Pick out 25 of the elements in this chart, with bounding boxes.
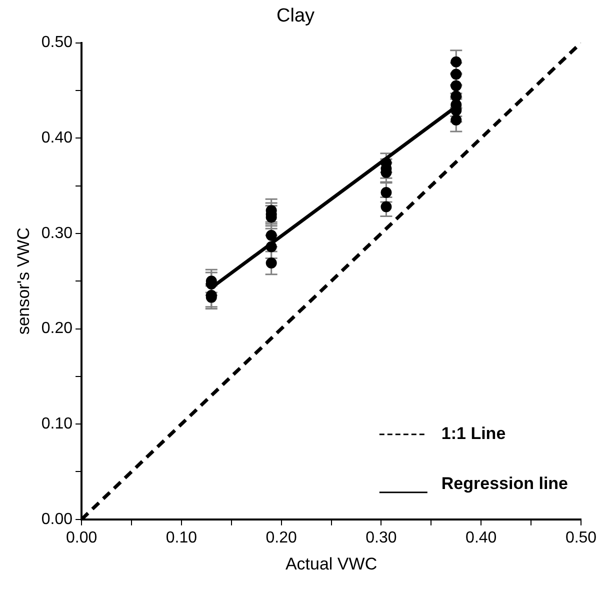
x-tick-label: 0.40: [466, 529, 497, 546]
point: [450, 80, 462, 92]
y-axis-title: sensor's VWC: [14, 228, 33, 335]
x-tick-label: 0.00: [66, 529, 98, 546]
y-tick-label: 0.30: [41, 224, 73, 242]
y-tick-label: 0.50: [41, 34, 73, 52]
y-tick-label: 0.10: [41, 415, 73, 432]
x-axis-title: Actual VWC: [285, 554, 378, 574]
legend-label: 1:1 Line: [441, 424, 506, 444]
chart-title: Clay: [276, 6, 315, 27]
legend-label: Regression line: [441, 474, 568, 494]
point: [266, 230, 277, 241]
y-tick-label: 0.00: [41, 510, 73, 528]
x-tick-label: 0.50: [565, 529, 597, 546]
point: [450, 114, 462, 126]
point: [450, 68, 462, 80]
point: [266, 241, 277, 252]
point: [450, 90, 462, 102]
point: [266, 257, 277, 268]
x-tick-label: 0.20: [266, 529, 297, 546]
point: [450, 56, 462, 68]
x-tick-label: 0.10: [166, 529, 198, 546]
x-tick-label: 0.30: [366, 529, 397, 546]
y-tick-label: 0.20: [41, 320, 73, 338]
y-tick-label: 0.40: [41, 130, 73, 147]
